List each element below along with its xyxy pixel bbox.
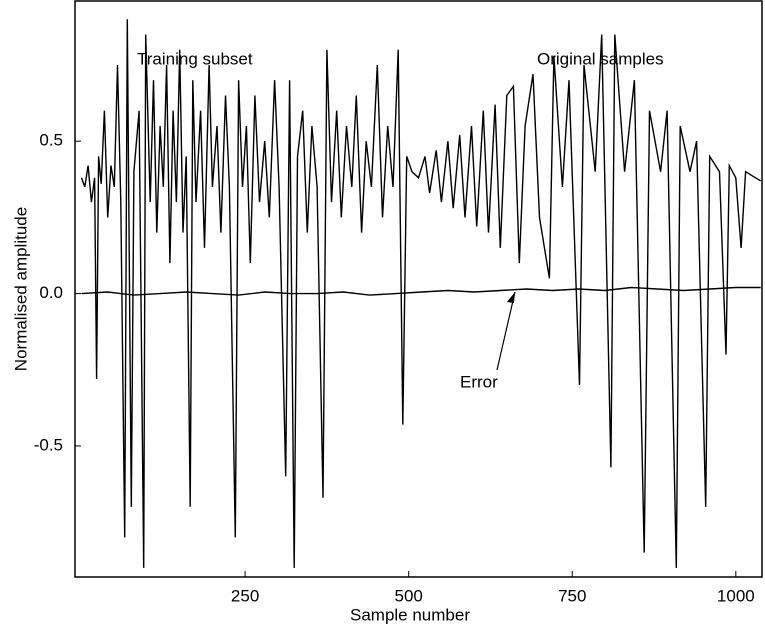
y-tick-label: 0.5 bbox=[39, 131, 63, 150]
y-tick-label: -0.5 bbox=[34, 435, 63, 454]
annotation: Training subset bbox=[137, 49, 253, 68]
series-label: Error bbox=[460, 372, 498, 391]
x-tick-label: 500 bbox=[394, 586, 422, 605]
x-tick-label: 1000 bbox=[717, 586, 755, 605]
x-axis-label: Sample number bbox=[350, 605, 470, 624]
y-axis-label: Normalised amplitude bbox=[11, 207, 30, 371]
series-line bbox=[80, 19, 762, 568]
x-tick-label: 250 bbox=[231, 586, 259, 605]
x-tick-label: 750 bbox=[558, 586, 586, 605]
arrow-head bbox=[507, 292, 515, 303]
y-tick-label: 0.0 bbox=[39, 283, 63, 302]
error-arrow bbox=[496, 291, 516, 371]
plot-frame bbox=[74, 0, 763, 578]
series-line bbox=[81, 286, 761, 296]
